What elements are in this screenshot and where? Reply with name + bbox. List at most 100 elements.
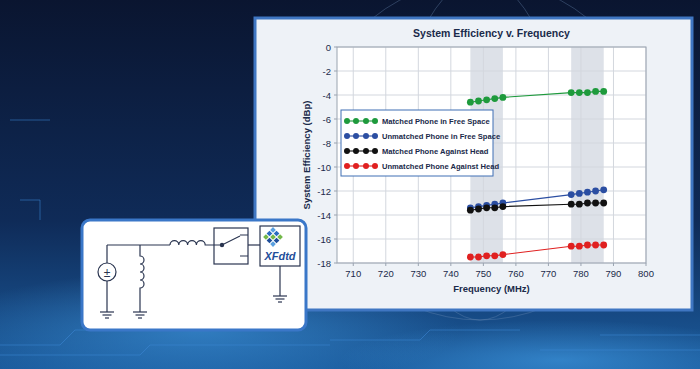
legend: Matched Phone in Free Space Unmatched Pho… bbox=[341, 110, 500, 176]
data-point bbox=[491, 95, 498, 102]
logo-square bbox=[277, 234, 283, 240]
logo-square bbox=[267, 231, 273, 237]
data-point bbox=[467, 99, 474, 106]
series-line bbox=[470, 245, 603, 257]
logo-square bbox=[270, 227, 276, 233]
tick-label-x: 780 bbox=[573, 268, 589, 279]
tick-label-y: -4 bbox=[323, 90, 331, 101]
tick-label-x: 790 bbox=[606, 268, 622, 279]
tick-label-y: -12 bbox=[317, 186, 331, 197]
data-point bbox=[499, 251, 506, 258]
data-point bbox=[592, 200, 599, 207]
data-point bbox=[584, 89, 591, 96]
chart-panel bbox=[255, 18, 692, 310]
logo-square bbox=[263, 234, 269, 240]
data-point bbox=[467, 207, 474, 214]
tick-label-y: -14 bbox=[317, 210, 331, 221]
grid-line-x bbox=[580, 47, 581, 263]
ground bbox=[105, 317, 109, 318]
wire bbox=[107, 244, 170, 245]
legend-marker bbox=[353, 118, 359, 124]
legend-label: Unmatched Phone in Free Space bbox=[382, 132, 500, 141]
ground bbox=[103, 314, 112, 315]
data-point bbox=[600, 242, 607, 249]
grid bbox=[337, 47, 646, 263]
series-line bbox=[470, 91, 603, 102]
tick-y bbox=[334, 215, 337, 216]
data-point bbox=[491, 204, 498, 211]
data-point bbox=[592, 88, 599, 95]
shaded-range bbox=[571, 47, 604, 263]
logo-square bbox=[270, 241, 276, 247]
tick-x bbox=[418, 263, 419, 266]
legend-marker bbox=[344, 118, 350, 124]
grid-line-x bbox=[613, 47, 614, 263]
background-glow bbox=[340, 320, 700, 369]
logo-square bbox=[274, 238, 280, 244]
tick-label-x: 750 bbox=[475, 268, 491, 279]
source-symbol: ± bbox=[104, 266, 111, 280]
data-point bbox=[600, 88, 607, 95]
logo-text: XFdtd bbox=[263, 250, 295, 262]
tick-x bbox=[548, 263, 549, 266]
data-point bbox=[499, 203, 506, 210]
legend-marker bbox=[372, 118, 378, 124]
data-point bbox=[592, 188, 599, 195]
circuit-line bbox=[600, 335, 700, 336]
data-point bbox=[483, 204, 490, 211]
switch-pivot bbox=[220, 243, 223, 246]
wire bbox=[279, 266, 280, 296]
legend-marker bbox=[344, 148, 350, 154]
circuit-line bbox=[330, 330, 520, 340]
grid-line-y bbox=[337, 239, 646, 240]
legend-marker bbox=[353, 148, 359, 154]
tick-label-y: -8 bbox=[323, 138, 331, 149]
legend-line bbox=[347, 150, 375, 151]
tick-label-x: 770 bbox=[540, 268, 556, 279]
switch bbox=[214, 235, 248, 256]
legend-label: Matched Phone in Free Space bbox=[382, 117, 490, 126]
ground bbox=[276, 298, 285, 299]
tick-x bbox=[613, 263, 614, 266]
data-point bbox=[568, 201, 575, 208]
grid-line-y bbox=[337, 215, 646, 216]
grid-line-y bbox=[337, 95, 646, 96]
data-point bbox=[576, 89, 583, 96]
page: System Efficiency v. Frequency7107207307… bbox=[0, 0, 700, 369]
tick-label-x: 740 bbox=[443, 268, 459, 279]
tick-label-x: 760 bbox=[508, 268, 524, 279]
chart-title: System Efficiency v. Frequency bbox=[413, 27, 570, 39]
circuit-line bbox=[20, 200, 40, 220]
switch-box bbox=[214, 228, 248, 264]
data-point bbox=[475, 206, 482, 213]
legend-marker bbox=[372, 163, 378, 169]
x-axis-label: Frequency (MHz) bbox=[453, 283, 530, 294]
legend-line bbox=[347, 165, 375, 166]
logo-square bbox=[274, 231, 280, 237]
data-point bbox=[475, 98, 482, 105]
legend-marker bbox=[353, 163, 359, 169]
tick-y bbox=[334, 191, 337, 192]
y-axis-label: System Efficiency (dBp) bbox=[301, 101, 312, 210]
legend-marker bbox=[363, 163, 369, 169]
tick-label-x: 710 bbox=[345, 268, 361, 279]
tick-y bbox=[334, 167, 337, 168]
tick-x bbox=[515, 263, 516, 266]
data-point bbox=[467, 254, 474, 261]
wires bbox=[98, 226, 300, 318]
tick-y bbox=[334, 47, 337, 48]
data-point bbox=[499, 94, 506, 101]
circuit-line bbox=[0, 345, 330, 355]
data-point bbox=[483, 96, 490, 103]
plot-area bbox=[337, 47, 646, 263]
wire bbox=[248, 244, 260, 245]
tick-label-x: 730 bbox=[410, 268, 426, 279]
ground bbox=[100, 311, 114, 312]
legend-marker bbox=[363, 148, 369, 154]
shunt-inductor bbox=[140, 245, 144, 312]
tick-x bbox=[580, 263, 581, 266]
tick-y bbox=[334, 239, 337, 240]
grid-line-x bbox=[548, 47, 549, 263]
tick-label-y: -18 bbox=[317, 258, 331, 269]
data-point bbox=[568, 191, 575, 198]
